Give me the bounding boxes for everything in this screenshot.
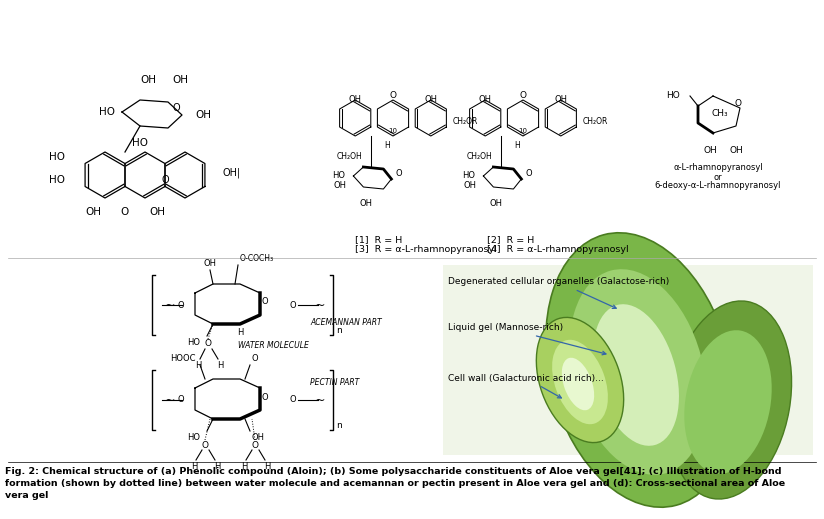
- Text: PECTIN PART: PECTIN PART: [310, 378, 359, 387]
- Text: OH: OH: [85, 207, 101, 217]
- Text: HO: HO: [132, 138, 148, 148]
- Text: H: H: [241, 462, 247, 471]
- Text: O: O: [121, 207, 129, 217]
- Ellipse shape: [536, 318, 624, 443]
- Text: O: O: [390, 91, 396, 100]
- Text: O: O: [396, 169, 402, 177]
- Text: formation (shown by dotted line) between water molecule and acemannan or pectin : formation (shown by dotted line) between…: [5, 479, 785, 488]
- Text: ~: ~: [165, 298, 176, 311]
- Text: H: H: [194, 361, 201, 370]
- Ellipse shape: [684, 330, 772, 474]
- Text: ~: ~: [315, 298, 325, 311]
- Text: HO: HO: [187, 433, 200, 442]
- Text: OH: OH: [195, 110, 211, 120]
- Text: O: O: [289, 301, 296, 309]
- Text: OH: OH: [555, 94, 567, 104]
- Text: 10: 10: [388, 128, 397, 133]
- Text: [2]  R = H: [2] R = H: [487, 235, 534, 244]
- Text: OH: OH: [463, 181, 476, 189]
- Text: ACEMANNAN PART: ACEMANNAN PART: [310, 318, 382, 327]
- Text: [1]  R = H: [1] R = H: [355, 235, 402, 244]
- Text: [3]  R = α-L-rhamnopyranosyl: [3] R = α-L-rhamnopyranosyl: [355, 245, 497, 254]
- Text: H: H: [515, 141, 521, 149]
- Text: O-COCH₃: O-COCH₃: [240, 254, 274, 263]
- Text: WATER MOLECULE: WATER MOLECULE: [238, 340, 309, 349]
- Text: O: O: [526, 169, 532, 177]
- Text: OH: OH: [349, 94, 362, 104]
- Text: O: O: [172, 103, 180, 113]
- Text: n: n: [336, 326, 342, 335]
- Text: vera gel: vera gel: [5, 491, 49, 500]
- Text: O: O: [734, 99, 742, 107]
- Text: OH: OH: [703, 146, 717, 155]
- Text: α-L-rhamnopyranosyl: α-L-rhamnopyranosyl: [673, 163, 763, 172]
- Ellipse shape: [562, 358, 594, 411]
- Text: HO: HO: [49, 152, 65, 162]
- Text: ~: ~: [165, 393, 176, 406]
- Text: OH: OH: [204, 259, 217, 268]
- Text: n: n: [336, 421, 342, 430]
- Ellipse shape: [668, 301, 792, 499]
- Text: O: O: [202, 441, 208, 449]
- Bar: [443, 265, 813, 455]
- Text: 6-deoxy-α-L-rhamnopyranosyl: 6-deoxy-α-L-rhamnopyranosyl: [655, 181, 781, 190]
- Text: OH: OH: [149, 207, 165, 217]
- Text: Fig. 2: Chemical structure of (a) Phenolic compound (Aloin); (b) Some polysaccha: Fig. 2: Chemical structure of (a) Phenol…: [5, 467, 781, 476]
- Text: O: O: [289, 395, 296, 404]
- Text: OH: OH: [140, 75, 156, 85]
- Text: CH₃: CH₃: [712, 108, 728, 117]
- Text: OH: OH: [424, 94, 438, 104]
- Text: OH: OH: [172, 75, 188, 85]
- Text: H: H: [213, 462, 220, 471]
- Ellipse shape: [569, 269, 706, 475]
- Text: H: H: [385, 141, 391, 149]
- Text: OH: OH: [490, 199, 503, 208]
- Text: [4]  R = α-L-rhamnopyranosyl: [4] R = α-L-rhamnopyranosyl: [487, 245, 629, 254]
- Text: HOOC: HOOC: [171, 354, 196, 363]
- Text: O: O: [178, 395, 185, 404]
- Text: HO: HO: [49, 175, 65, 185]
- Text: CH₂OR: CH₂OR: [452, 117, 478, 126]
- Text: HO: HO: [187, 338, 200, 347]
- Text: Degenerated cellular organelles (Galactose-rich): Degenerated cellular organelles (Galacto…: [448, 278, 669, 308]
- Text: H: H: [191, 462, 197, 471]
- Text: CH₂OH: CH₂OH: [466, 152, 492, 161]
- Text: OH: OH: [360, 199, 373, 208]
- Text: O: O: [262, 392, 269, 402]
- Text: O: O: [251, 441, 259, 449]
- Ellipse shape: [593, 304, 679, 446]
- Text: Liquid gel (Mannose-rich): Liquid gel (Mannose-rich): [448, 323, 606, 355]
- Text: O: O: [162, 175, 169, 185]
- Text: CH₂OH: CH₂OH: [336, 152, 363, 161]
- Text: OH: OH: [479, 94, 492, 104]
- Text: ~: ~: [315, 393, 325, 406]
- Text: H: H: [217, 361, 223, 370]
- Text: Cell wall (Galacturonic acid rich)...: Cell wall (Galacturonic acid rich)...: [448, 374, 604, 398]
- Ellipse shape: [545, 233, 734, 507]
- Text: OH: OH: [252, 433, 265, 442]
- Text: O: O: [519, 91, 527, 100]
- Text: O: O: [178, 301, 185, 309]
- Text: O: O: [204, 338, 212, 348]
- Text: HO: HO: [462, 171, 475, 181]
- Text: O: O: [262, 297, 269, 307]
- Text: or: or: [714, 173, 723, 182]
- Text: O: O: [252, 354, 259, 363]
- Text: OH: OH: [729, 146, 743, 155]
- Text: H: H: [264, 462, 270, 471]
- Text: HO: HO: [99, 107, 115, 117]
- Text: HO: HO: [332, 171, 345, 181]
- Text: H: H: [236, 328, 243, 337]
- Text: CH₂OR: CH₂OR: [583, 117, 608, 126]
- Ellipse shape: [552, 340, 608, 424]
- Text: OH: OH: [334, 181, 346, 189]
- Text: OH|: OH|: [223, 168, 241, 178]
- Text: HO: HO: [667, 91, 680, 101]
- Text: 10: 10: [518, 128, 527, 133]
